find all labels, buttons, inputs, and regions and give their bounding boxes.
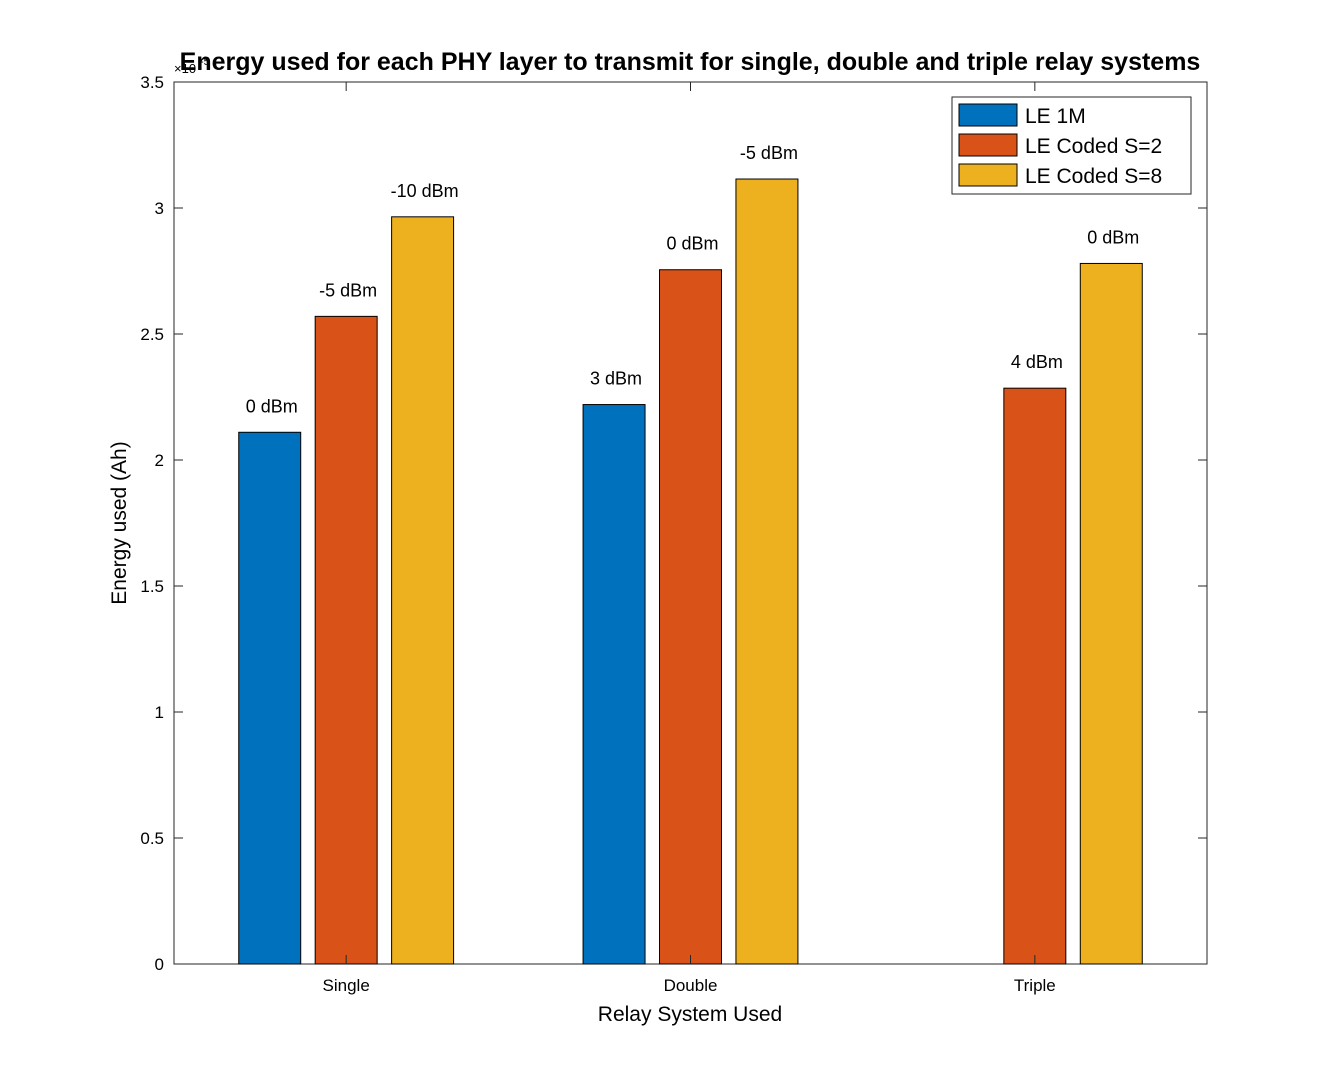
x-axis-label: Relay System Used xyxy=(598,1003,782,1026)
chart-title: Energy used for each PHY layer to transm… xyxy=(180,48,1201,76)
y-tick-label: 3.5 xyxy=(140,73,164,92)
y-axis: 0 0.5 1 1.5 2 2.5 3 3.5 xyxy=(140,73,1207,974)
y-tick-label: 2.5 xyxy=(140,325,164,344)
bar-data-label: -5 dBm xyxy=(319,280,377,300)
y-tick-label: 2 xyxy=(155,451,164,470)
y-tick-label: 3 xyxy=(155,199,164,218)
bar-le-coded-s-2-triple xyxy=(1003,387,1067,965)
x-tick-label: Double xyxy=(664,976,718,995)
y-exponent: -5 xyxy=(200,56,210,68)
legend-swatch xyxy=(958,163,1018,187)
y-tick-label: 0 xyxy=(155,955,164,974)
bar-data-label: -5 dBm xyxy=(740,143,798,163)
bar-le-coded-s-2-single xyxy=(314,315,378,965)
bar-le-1m-single xyxy=(238,431,302,965)
bar-data-label: 3 dBm xyxy=(590,369,642,389)
bar-le-coded-s-8-double xyxy=(735,178,799,965)
y-axis-label: Energy used (Ah) xyxy=(108,441,131,604)
bar-group xyxy=(238,178,1143,965)
bar-data-label: 0 dBm xyxy=(246,396,298,416)
bar-data-label: -10 dBm xyxy=(391,181,459,201)
legend-swatch xyxy=(958,103,1018,127)
x-axis: Single Double Triple xyxy=(323,82,1056,995)
y-tick-label: 1 xyxy=(155,703,164,722)
bar-le-coded-s-2-double xyxy=(659,269,722,965)
x-tick-label: Single xyxy=(323,976,370,995)
bar-le-coded-s-8-single xyxy=(391,216,455,965)
legend: LE 1M LE Coded S=2 LE Coded S=8 xyxy=(951,96,1192,195)
y-tick-label: 0.5 xyxy=(140,829,164,848)
y-tick-label: 1.5 xyxy=(140,577,164,596)
x-tick-label: Triple xyxy=(1014,976,1056,995)
y-exponent-base: ×10 xyxy=(174,61,196,76)
bar-le-coded-s-8-triple xyxy=(1079,262,1143,965)
legend-swatch xyxy=(958,133,1018,157)
legend-label: LE Coded S=2 xyxy=(1025,135,1162,158)
bar-data-label: 0 dBm xyxy=(666,234,718,254)
bar-le-1m-double xyxy=(582,404,646,965)
legend-label: LE Coded S=8 xyxy=(1025,165,1162,188)
bar-data-label: 0 dBm xyxy=(1087,227,1139,247)
bar-data-label: 4 dBm xyxy=(1011,352,1063,372)
bar-label-group: 0 dBm 3 dBm -5 dBm 0 dBm 4 dBm -10 dBm -5 dBm 0… xyxy=(246,143,1140,416)
legend-label: LE 1M xyxy=(1025,105,1086,128)
